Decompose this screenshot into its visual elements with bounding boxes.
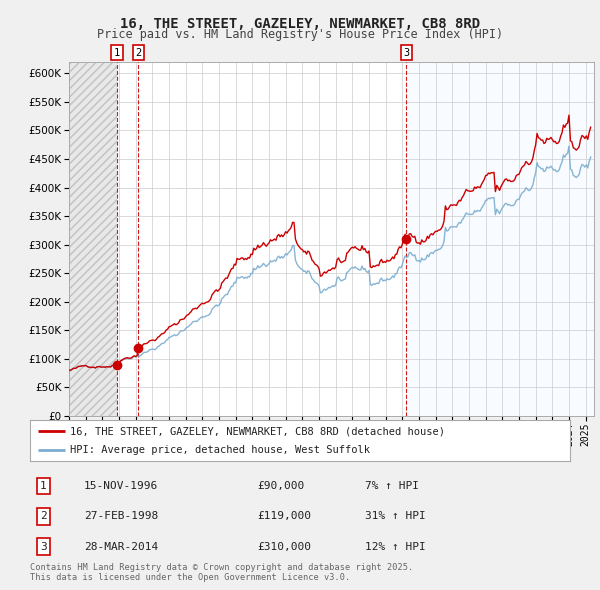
Text: 2: 2 bbox=[135, 48, 142, 58]
Text: 1: 1 bbox=[40, 481, 47, 491]
Text: 27-FEB-1998: 27-FEB-1998 bbox=[84, 512, 158, 522]
Text: This data is licensed under the Open Government Licence v3.0.: This data is licensed under the Open Gov… bbox=[30, 573, 350, 582]
Text: HPI: Average price, detached house, West Suffolk: HPI: Average price, detached house, West… bbox=[71, 445, 371, 455]
Text: 28-MAR-2014: 28-MAR-2014 bbox=[84, 542, 158, 552]
Text: 16, THE STREET, GAZELEY, NEWMARKET, CB8 8RD: 16, THE STREET, GAZELEY, NEWMARKET, CB8 … bbox=[120, 17, 480, 31]
Text: 7% ↑ HPI: 7% ↑ HPI bbox=[365, 481, 419, 491]
Text: 3: 3 bbox=[403, 48, 410, 58]
Text: Contains HM Land Registry data © Crown copyright and database right 2025.: Contains HM Land Registry data © Crown c… bbox=[30, 563, 413, 572]
Text: 31% ↑ HPI: 31% ↑ HPI bbox=[365, 512, 425, 522]
Bar bbox=[406, 62, 594, 416]
Text: £90,000: £90,000 bbox=[257, 481, 304, 491]
Bar bbox=[69, 62, 117, 416]
Text: £310,000: £310,000 bbox=[257, 542, 311, 552]
Text: 12% ↑ HPI: 12% ↑ HPI bbox=[365, 542, 425, 552]
Text: £119,000: £119,000 bbox=[257, 512, 311, 522]
Text: 15-NOV-1996: 15-NOV-1996 bbox=[84, 481, 158, 491]
Text: 1: 1 bbox=[114, 48, 120, 58]
Text: Price paid vs. HM Land Registry's House Price Index (HPI): Price paid vs. HM Land Registry's House … bbox=[97, 28, 503, 41]
Text: 2: 2 bbox=[40, 512, 47, 522]
Text: 3: 3 bbox=[40, 542, 47, 552]
Text: 16, THE STREET, GAZELEY, NEWMARKET, CB8 8RD (detached house): 16, THE STREET, GAZELEY, NEWMARKET, CB8 … bbox=[71, 426, 445, 436]
